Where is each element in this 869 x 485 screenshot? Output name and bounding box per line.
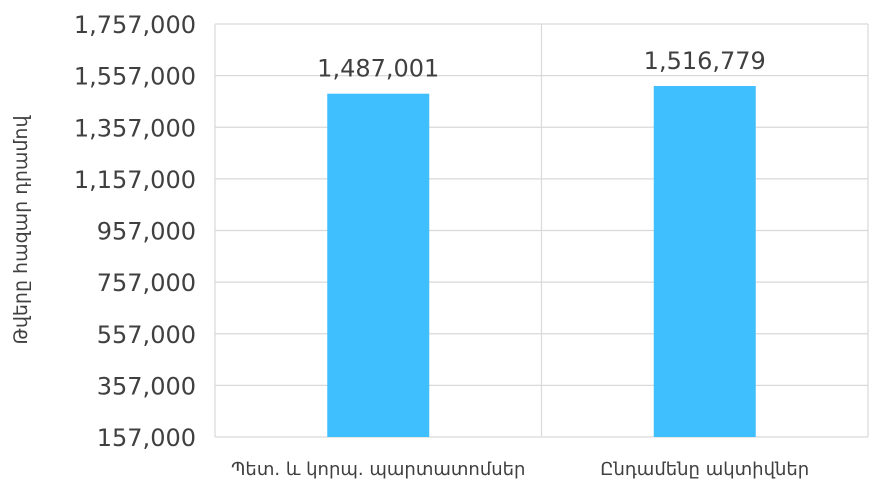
y-tick-label: 1,357,000 [74, 114, 196, 142]
y-tick-label: 357,000 [97, 372, 196, 400]
x-category-label: Պետ. և կորպ. պարտատոմսեր [231, 459, 525, 480]
data-label: 1,516,779 [644, 47, 766, 75]
bar [653, 86, 756, 437]
y-tick-label: 1,757,000 [74, 11, 196, 39]
bars [327, 86, 756, 438]
y-tick-label: 157,000 [97, 424, 196, 452]
y-tick-label: 757,000 [97, 269, 196, 297]
y-axis-ticks: 157,000 357,000 557,000 757,000 957,000 1,157… [74, 11, 196, 452]
y-tick-label: 1,157,000 [74, 166, 196, 194]
x-axis-categories: Պետ. և կորպ. պարտատոմսեր Ընդամենը ակտիվնե… [231, 459, 809, 480]
y-tick-label: 1,557,000 [74, 63, 196, 91]
y-tick-label: 957,000 [97, 218, 196, 246]
data-label: 1,487,001 [317, 55, 439, 83]
bar [327, 93, 430, 438]
grid-lines [214, 23, 869, 438]
data-labels: 1,487,001 1,516,779 [317, 47, 766, 83]
x-category-label: Ընդամենը ակտիվներ [600, 459, 809, 480]
y-axis-label: Թվերը հազար դրամով [10, 115, 32, 345]
y-tick-label: 557,000 [97, 321, 196, 349]
